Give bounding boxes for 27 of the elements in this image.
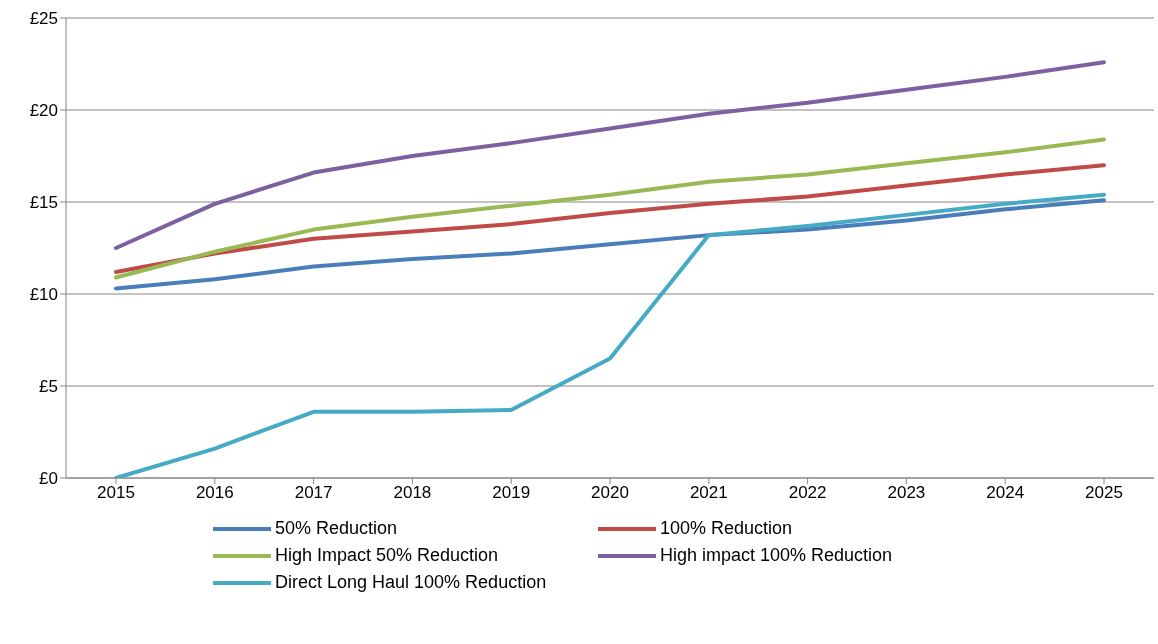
- legend-label: 100% Reduction: [660, 518, 793, 539]
- y-tick-label: £0: [39, 469, 58, 489]
- x-tick-label: 2020: [591, 483, 629, 503]
- line-series: [114, 60, 1106, 250]
- legend-label: High impact 100% Reduction: [660, 545, 893, 566]
- x-tick-label: 2019: [492, 483, 531, 503]
- y-tick-label: £15: [29, 193, 58, 213]
- x-tick-label: 2024: [986, 483, 1025, 503]
- line-series: [114, 198, 1106, 291]
- y-tick-label: £10: [29, 285, 58, 305]
- legend-label: High Impact 50% Reduction: [275, 545, 499, 566]
- x-tick-label: 2015: [97, 483, 135, 503]
- legend-label: Direct Long Haul 100% Reduction: [275, 572, 547, 593]
- x-tick-label: 2017: [294, 483, 333, 503]
- y-tick-label: £20: [29, 101, 58, 121]
- x-tick-label: 2018: [393, 483, 432, 503]
- x-tick-label: 2025: [1085, 483, 1123, 503]
- x-tick-label: 2016: [195, 483, 234, 503]
- y-tick-label: £25: [29, 9, 58, 29]
- x-tick-label: 2022: [788, 483, 827, 503]
- x-tick-label: 2021: [689, 483, 728, 503]
- line-series: [114, 192, 1106, 478]
- line-series: [114, 163, 1106, 274]
- line-series: [114, 137, 1106, 280]
- legend-label: 50% Reduction: [275, 518, 398, 539]
- x-tick-label: 2023: [887, 483, 926, 503]
- y-tick-label: £5: [39, 377, 58, 397]
